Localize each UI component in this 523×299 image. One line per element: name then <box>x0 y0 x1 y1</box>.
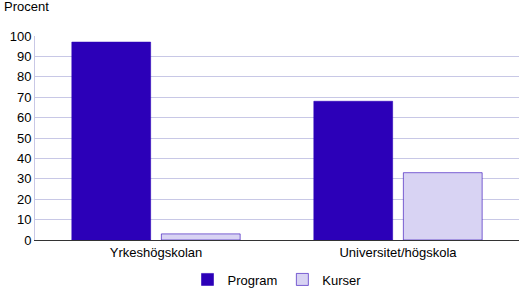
svg-text:40: 40 <box>17 151 31 166</box>
svg-text:Yrkeshögskolan: Yrkeshögskolan <box>110 245 203 260</box>
svg-text:Procent: Procent <box>4 0 49 14</box>
svg-text:10: 10 <box>17 212 31 227</box>
svg-text:90: 90 <box>17 49 31 64</box>
svg-text:30: 30 <box>17 171 31 186</box>
svg-text:Kurser: Kurser <box>322 273 361 288</box>
svg-text:80: 80 <box>17 69 31 84</box>
svg-text:60: 60 <box>17 110 31 125</box>
svg-text:50: 50 <box>17 131 31 146</box>
svg-text:Program: Program <box>228 273 278 288</box>
svg-text:20: 20 <box>17 192 31 207</box>
svg-text:100: 100 <box>10 29 32 44</box>
svg-text:0: 0 <box>24 233 31 248</box>
svg-text:70: 70 <box>17 90 31 105</box>
svg-text:Universitet/högskola: Universitet/högskola <box>339 245 457 260</box>
